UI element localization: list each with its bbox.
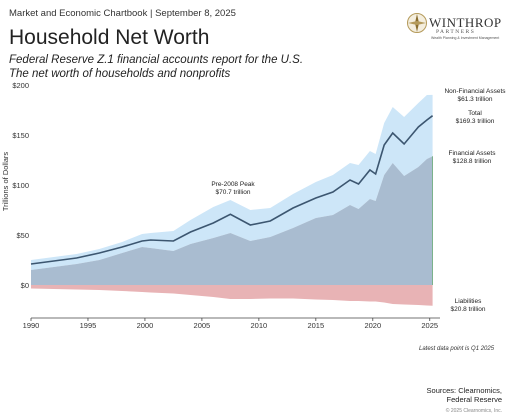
annotation-label: Pre-2008 Peak [211, 181, 255, 188]
sources-line-1: Sources: Clearnomics, [426, 386, 502, 395]
annotation-label: Financial Assets [449, 150, 497, 157]
annotation-pre-2008-peak: Pre-2008 Peak$70.7 trillion [211, 181, 255, 196]
annotation-label: Total [468, 110, 482, 117]
sources-line-2: Federal Reserve [446, 395, 502, 404]
y-tick-label: $200 [12, 81, 29, 90]
x-tick-label: 2010 [251, 321, 268, 330]
series-non-financial-assets-area [31, 94, 433, 271]
x-tick-label: 2025 [421, 321, 438, 330]
series-liabilities-area [31, 285, 433, 306]
annotation-label: Non-Financial Assets [444, 88, 506, 95]
subtitle-line-1: Federal Reserve Z.1 financial accounts r… [9, 54, 304, 66]
sources: Sources: Clearnomics, Federal Reserve [427, 386, 502, 404]
y-tick-label: $0 [21, 281, 29, 290]
y-tick-label: $50 [16, 231, 29, 240]
compass-rose-icon [407, 13, 427, 33]
x-tick-label: 2020 [364, 321, 381, 330]
series-total-line [30, 115, 434, 265]
logo-name: WINTHROP [429, 15, 502, 30]
annotation-non-financial-assets: Non-Financial Assets$61.3 trillion [444, 88, 506, 103]
copyright: © 2025 Clearnomics, Inc. [445, 408, 502, 414]
logo-tagline: Wealth Planning & Investment Management [431, 36, 500, 40]
latest-data-note: Latest data point is Q1 2025 [419, 346, 495, 352]
annotation-value: $128.8 trillion [453, 158, 492, 165]
x-tick-label: 1995 [80, 321, 97, 330]
annotation-value: $169.3 trillion [456, 118, 495, 125]
winthrop-logo: WINTHROP PARTNERS Wealth Planning & Inve… [406, 12, 504, 42]
y-tick-label: $150 [12, 131, 29, 140]
annotation-value: $61.3 trillion [457, 96, 492, 103]
annotation-financial-assets: Financial Assets$128.8 trillion [449, 150, 497, 165]
y-tick-label: $100 [12, 181, 29, 190]
annotation-value: $70.7 trillion [215, 189, 250, 196]
annotation-value: $20.8 trillion [450, 306, 485, 313]
plot-axes: 1990 1995 2000 2005 2010 2015 2020 2025 $200 $150… [1, 81, 440, 330]
annotation-label: Liabilities [455, 298, 482, 305]
page-title: Household Net Worth [9, 26, 210, 49]
logo-partners: PARTNERS [436, 29, 476, 35]
plot-labels: Non-Financial Assets$61.3 trillionTotal$… [211, 88, 506, 313]
x-tick-label: 2015 [307, 321, 324, 330]
plot-areas [30, 94, 434, 306]
series-financial-assets-area [31, 156, 433, 285]
annotation-liabilities: Liabilities$20.8 trillion [450, 298, 485, 313]
y-axis-label: Trillions of Dollars [1, 152, 10, 212]
annotation-total: Total$169.3 trillion [456, 110, 495, 125]
chartbook-header: Market and Economic Chartbook | Septembe… [9, 8, 236, 19]
x-tick-label: 2000 [137, 321, 154, 330]
subtitle-line-2: The net worth of households and nonprofi… [9, 68, 231, 80]
x-tick-label: 1990 [23, 321, 40, 330]
x-tick-label: 2005 [194, 321, 211, 330]
